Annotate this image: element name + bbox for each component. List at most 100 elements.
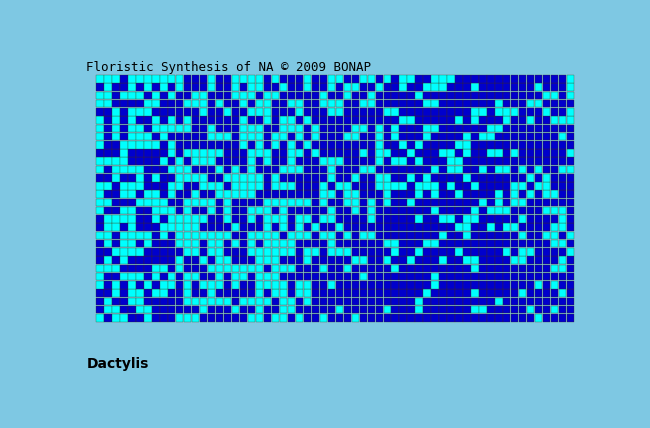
Bar — [296, 273, 303, 280]
Bar — [96, 297, 104, 305]
Bar — [312, 92, 319, 99]
Bar — [415, 125, 423, 132]
Bar — [280, 158, 287, 165]
Bar — [503, 232, 510, 239]
Bar — [240, 314, 247, 321]
Bar — [136, 100, 144, 107]
Bar — [112, 182, 120, 190]
Bar — [256, 108, 263, 116]
Bar — [152, 75, 159, 83]
Bar — [559, 306, 566, 313]
Bar — [344, 158, 351, 165]
Bar — [272, 256, 279, 264]
Bar — [432, 314, 439, 321]
Bar — [400, 232, 407, 239]
Bar — [328, 133, 335, 140]
Bar — [208, 116, 215, 124]
Bar — [192, 223, 200, 231]
Bar — [128, 232, 136, 239]
Bar — [248, 75, 255, 83]
Bar — [312, 281, 319, 288]
Bar — [96, 92, 104, 99]
Bar — [551, 207, 558, 214]
Bar — [511, 232, 519, 239]
Bar — [176, 182, 183, 190]
Bar — [288, 75, 295, 83]
Bar — [479, 207, 487, 214]
Bar — [288, 166, 295, 173]
Bar — [344, 166, 351, 173]
Bar — [408, 83, 415, 91]
Bar — [511, 256, 519, 264]
Bar — [296, 141, 303, 149]
Bar — [200, 232, 207, 239]
Bar — [471, 273, 478, 280]
Bar — [455, 75, 463, 83]
Bar — [264, 265, 271, 272]
Bar — [352, 116, 359, 124]
Text: Dactylis: Dactylis — [86, 357, 149, 371]
Bar — [551, 116, 558, 124]
Bar — [479, 248, 487, 256]
Bar — [527, 116, 534, 124]
Bar — [447, 108, 454, 116]
Bar — [367, 133, 375, 140]
Bar — [479, 256, 487, 264]
Bar — [511, 133, 519, 140]
Bar — [200, 149, 207, 157]
Bar — [280, 174, 287, 181]
Bar — [144, 297, 151, 305]
Bar — [535, 190, 542, 198]
Bar — [232, 223, 239, 231]
Bar — [376, 133, 383, 140]
Bar — [535, 174, 542, 181]
Bar — [408, 182, 415, 190]
Bar — [352, 133, 359, 140]
Bar — [495, 232, 502, 239]
Bar — [535, 75, 542, 83]
Bar — [272, 92, 279, 99]
Bar — [511, 240, 519, 247]
Bar — [559, 314, 566, 321]
Bar — [535, 223, 542, 231]
Bar — [96, 83, 104, 91]
Bar — [527, 83, 534, 91]
Bar — [136, 190, 144, 198]
Bar — [120, 248, 127, 256]
Bar — [408, 207, 415, 214]
Bar — [232, 100, 239, 107]
Bar — [192, 108, 200, 116]
Bar — [144, 256, 151, 264]
Bar — [559, 125, 566, 132]
Bar — [415, 190, 423, 198]
Bar — [423, 141, 431, 149]
Bar — [320, 240, 327, 247]
Bar — [320, 83, 327, 91]
Bar — [96, 265, 104, 272]
Bar — [559, 116, 566, 124]
Bar — [400, 273, 407, 280]
Bar — [200, 289, 207, 297]
Bar — [136, 158, 144, 165]
Bar — [208, 265, 215, 272]
Bar — [256, 116, 263, 124]
Bar — [535, 133, 542, 140]
Bar — [136, 141, 144, 149]
Bar — [408, 273, 415, 280]
Bar — [256, 240, 263, 247]
Bar — [264, 281, 271, 288]
Bar — [391, 133, 399, 140]
Bar — [471, 256, 478, 264]
Bar — [511, 306, 519, 313]
Bar — [335, 232, 343, 239]
Bar — [423, 306, 431, 313]
Bar — [320, 306, 327, 313]
Bar — [335, 125, 343, 132]
Bar — [128, 158, 136, 165]
Bar — [296, 207, 303, 214]
Bar — [471, 166, 478, 173]
Bar — [527, 158, 534, 165]
Bar — [495, 306, 502, 313]
Bar — [359, 92, 367, 99]
Bar — [352, 248, 359, 256]
